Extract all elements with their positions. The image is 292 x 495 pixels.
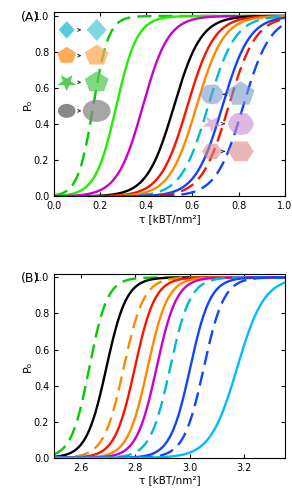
Y-axis label: Pₒ: Pₒ: [22, 360, 32, 372]
Text: (A): (A): [20, 10, 39, 24]
Polygon shape: [57, 75, 76, 91]
X-axis label: τ [kBT/nm²]: τ [kBT/nm²]: [138, 476, 200, 486]
Polygon shape: [228, 112, 254, 135]
Text: (B): (B): [20, 272, 39, 285]
Polygon shape: [57, 47, 76, 63]
Polygon shape: [203, 117, 222, 133]
Circle shape: [83, 100, 111, 122]
Polygon shape: [85, 71, 109, 91]
Polygon shape: [228, 142, 254, 161]
Polygon shape: [59, 21, 75, 39]
Circle shape: [58, 104, 75, 118]
X-axis label: τ [kBT/nm²]: τ [kBT/nm²]: [138, 214, 200, 224]
Polygon shape: [200, 84, 224, 104]
Polygon shape: [87, 19, 107, 41]
Polygon shape: [202, 144, 222, 159]
Polygon shape: [85, 45, 109, 64]
Polygon shape: [227, 81, 255, 105]
Y-axis label: Pₒ: Pₒ: [22, 99, 32, 110]
